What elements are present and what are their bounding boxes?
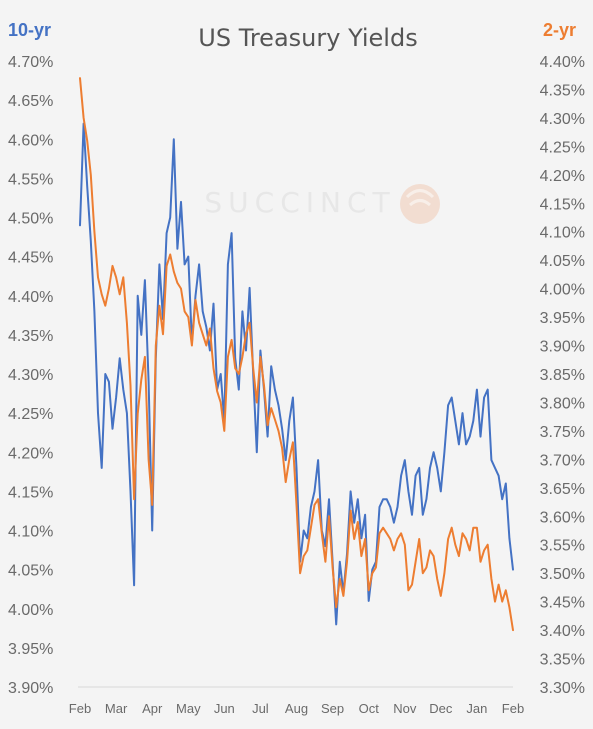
right-tick-label: 3.75% [540, 424, 585, 441]
x-tick-label: Mar [105, 701, 128, 716]
x-tick-label: Jun [214, 701, 235, 716]
series-line-2yr [79, 77, 514, 632]
left-axis-title: 10-yr [8, 20, 51, 40]
x-axis-ticks: Feb Mar Apr May Jun Jul Aug Sep Oct Nov Dec Jan Feb [69, 701, 524, 716]
x-tick-label: May [176, 701, 201, 716]
right-tick-label: 4.25% [540, 139, 585, 156]
watermark-arc-icon [405, 189, 435, 199]
left-tick-label: 4.40% [8, 289, 53, 306]
right-tick-label: 3.30% [540, 680, 585, 697]
left-tick-label: 4.45% [8, 250, 53, 267]
right-tick-label: 4.40% [540, 54, 585, 71]
series-line-10yr [79, 122, 514, 626]
watermark-text: SUCCINCT [204, 186, 395, 219]
right-tick-label: 4.30% [540, 111, 585, 128]
left-tick-label: 4.50% [8, 211, 53, 228]
left-tick-label: 3.95% [8, 641, 53, 658]
x-tick-label: Jul [252, 701, 269, 716]
x-tick-label: Apr [142, 701, 163, 716]
right-tick-label: 4.35% [540, 83, 585, 100]
right-tick-label: 3.90% [540, 339, 585, 356]
watermark-logo: SUCCINCT [204, 184, 440, 224]
left-tick-label: 3.90% [8, 680, 53, 697]
right-tick-label: 3.80% [540, 396, 585, 413]
right-tick-label: 3.35% [540, 652, 585, 669]
left-tick-label: 4.15% [8, 484, 53, 501]
left-tick-label: 4.30% [8, 367, 53, 384]
x-tick-label: Feb [69, 701, 91, 716]
x-tick-label: Dec [429, 701, 453, 716]
right-tick-label: 4.20% [540, 168, 585, 185]
right-tick-label: 3.55% [540, 538, 585, 555]
left-tick-label: 4.70% [8, 54, 53, 71]
right-tick-label: 3.45% [540, 595, 585, 612]
left-tick-label: 4.00% [8, 602, 53, 619]
left-tick-label: 4.20% [8, 445, 53, 462]
right-tick-label: 4.10% [540, 225, 585, 242]
right-axis-ticks: 4.40% 4.35% 4.30% 4.25% 4.20% 4.15% 4.10% 4.05%… [540, 54, 585, 697]
right-tick-label: 3.85% [540, 367, 585, 384]
series-layer [79, 77, 514, 632]
right-axis-title: 2-yr [543, 20, 576, 40]
x-tick-label: Sep [321, 701, 344, 716]
chart-title: US Treasury Yields [198, 24, 417, 52]
left-tick-label: 4.60% [8, 132, 53, 149]
right-tick-label: 3.50% [540, 566, 585, 583]
left-tick-label: 4.55% [8, 171, 53, 188]
right-tick-label: 4.00% [540, 282, 585, 299]
x-tick-label: Jan [466, 701, 487, 716]
x-tick-label: Feb [502, 701, 524, 716]
left-axis-ticks: 4.70% 4.65% 4.60% 4.55% 4.50% 4.45% 4.40% 4.35%… [8, 54, 53, 697]
right-tick-label: 3.40% [540, 623, 585, 640]
left-tick-label: 4.35% [8, 328, 53, 345]
left-tick-label: 4.05% [8, 563, 53, 580]
left-tick-label: 4.10% [8, 524, 53, 541]
left-tick-label: 4.25% [8, 406, 53, 423]
right-tick-label: 3.95% [540, 310, 585, 327]
x-tick-label: Nov [393, 701, 417, 716]
watermark-arc-icon-2 [408, 199, 432, 207]
right-tick-label: 3.70% [540, 452, 585, 469]
right-tick-label: 3.60% [540, 509, 585, 526]
right-tick-label: 4.05% [540, 253, 585, 270]
right-tick-label: 3.65% [540, 481, 585, 498]
x-tick-label: Aug [285, 701, 308, 716]
x-tick-label: Oct [359, 701, 380, 716]
left-tick-label: 4.65% [8, 93, 53, 110]
right-tick-label: 4.15% [540, 196, 585, 213]
